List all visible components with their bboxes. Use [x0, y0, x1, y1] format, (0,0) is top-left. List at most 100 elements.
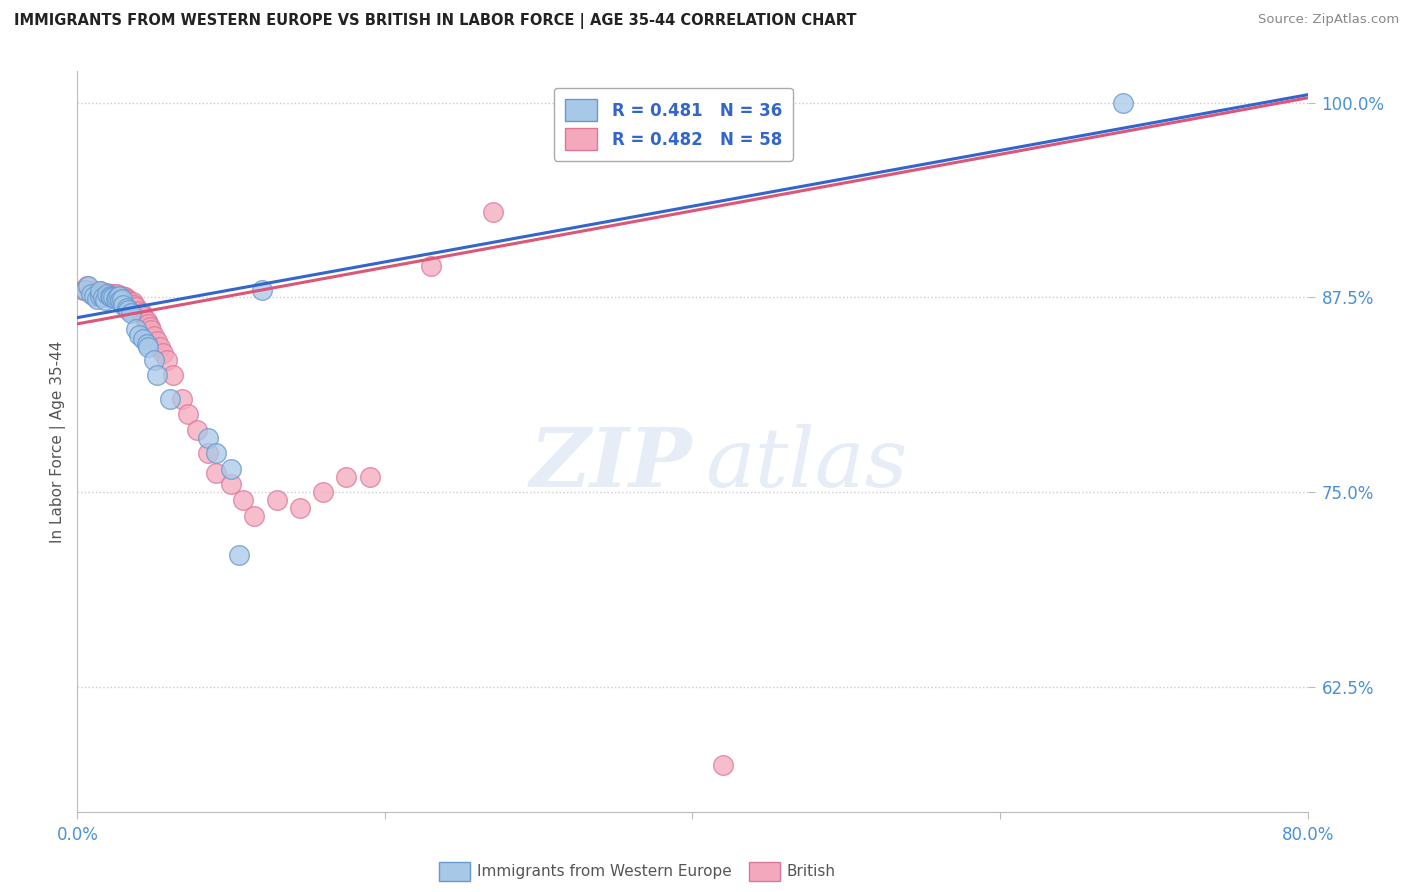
Point — [114, 290, 136, 304]
Point — [83, 289, 105, 303]
Point — [155, 352, 177, 367]
Text: Source: ZipAtlas.com: Source: ZipAtlas.com — [1258, 13, 1399, 27]
Point — [112, 298, 135, 312]
Point — [72, 283, 94, 297]
Point — [115, 292, 138, 306]
Point — [197, 446, 219, 460]
Point — [152, 346, 174, 360]
Point — [132, 333, 155, 347]
Point — [93, 290, 115, 304]
Text: ZIP: ZIP — [530, 424, 693, 504]
Point — [96, 287, 118, 301]
Point — [243, 508, 266, 523]
Point — [111, 292, 134, 306]
Point — [135, 337, 157, 351]
Point — [86, 292, 108, 306]
Point — [143, 352, 166, 367]
Point — [219, 477, 242, 491]
Point — [118, 295, 141, 310]
Point — [128, 327, 150, 342]
Point — [82, 285, 104, 300]
Point — [117, 302, 139, 317]
Point — [89, 289, 111, 303]
Point — [135, 314, 157, 328]
Point — [100, 289, 122, 303]
Point — [420, 259, 443, 273]
Point — [104, 289, 127, 303]
Y-axis label: In Labor Force | Age 35-44: In Labor Force | Age 35-44 — [51, 341, 66, 542]
Legend: R = 0.481   N = 36, R = 0.482   N = 58: R = 0.481 N = 36, R = 0.482 N = 58 — [554, 87, 793, 161]
Point — [1112, 95, 1135, 110]
Point — [162, 368, 184, 383]
Point — [122, 298, 145, 312]
Point — [149, 340, 172, 354]
Point — [94, 293, 117, 308]
Point — [170, 392, 193, 406]
Point — [141, 323, 163, 337]
Point — [96, 285, 118, 300]
Point — [159, 392, 181, 406]
Point — [89, 284, 111, 298]
Text: IMMIGRANTS FROM WESTERN EUROPE VS BRITISH IN LABOR FORCE | AGE 35-44 CORRELATION: IMMIGRANTS FROM WESTERN EUROPE VS BRITIS… — [14, 13, 856, 29]
Point — [204, 446, 226, 460]
Point — [98, 289, 121, 303]
Point — [80, 287, 103, 301]
Point — [143, 329, 166, 343]
Point — [138, 320, 160, 334]
Point — [104, 292, 127, 306]
Point — [128, 304, 150, 318]
Point — [574, 111, 596, 125]
Point — [146, 334, 169, 348]
Point — [290, 500, 312, 515]
Point — [110, 293, 132, 308]
Point — [481, 204, 503, 219]
Point — [136, 340, 159, 354]
Point — [89, 284, 111, 298]
Point — [219, 462, 242, 476]
Point — [121, 295, 143, 310]
Point — [125, 300, 148, 314]
Point — [112, 292, 135, 306]
Point — [105, 290, 128, 304]
Point — [120, 296, 142, 310]
Point — [108, 289, 131, 303]
Text: Immigrants from Western Europe: Immigrants from Western Europe — [478, 864, 733, 879]
Point — [108, 289, 131, 303]
Point — [232, 493, 254, 508]
Point — [103, 287, 125, 301]
Point — [79, 284, 101, 298]
Point — [90, 285, 114, 300]
Point — [76, 279, 98, 293]
Point — [97, 289, 120, 303]
Point — [84, 287, 107, 301]
Text: atlas: atlas — [704, 424, 907, 504]
Point — [94, 287, 117, 301]
Point — [132, 309, 155, 323]
Point — [711, 758, 734, 772]
Point — [86, 289, 108, 303]
Point — [197, 431, 219, 445]
Point — [125, 321, 148, 335]
Point — [177, 407, 200, 421]
Point — [110, 290, 132, 304]
Point — [335, 469, 357, 483]
Point — [73, 283, 96, 297]
Point — [101, 290, 124, 304]
Point — [131, 306, 153, 320]
Point — [146, 368, 169, 383]
Point — [266, 493, 288, 508]
Point — [98, 287, 121, 301]
Point — [250, 283, 273, 297]
Point — [100, 290, 122, 304]
Point — [312, 485, 335, 500]
Point — [359, 469, 381, 483]
Point — [105, 287, 128, 301]
Point — [115, 301, 138, 316]
Point — [228, 548, 250, 562]
Point — [136, 317, 159, 331]
Text: British: British — [787, 864, 835, 879]
Point — [77, 279, 100, 293]
Point — [186, 423, 208, 437]
Point — [111, 289, 134, 303]
Point — [117, 293, 139, 308]
